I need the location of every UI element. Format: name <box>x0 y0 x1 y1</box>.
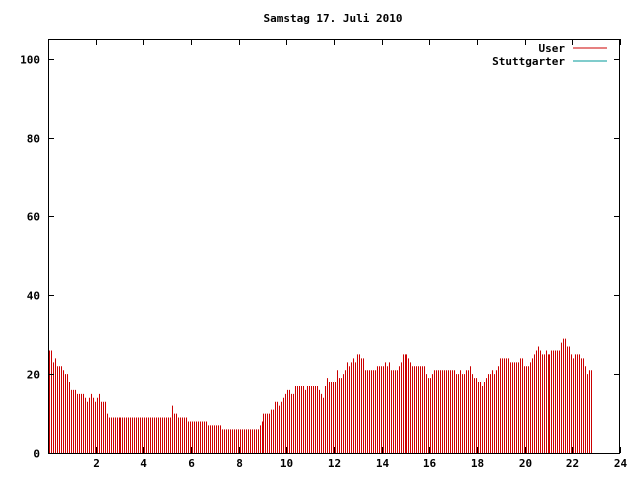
chart-title: Samstag 17. Juli 2010 <box>263 12 402 25</box>
x-tick-label: 14 <box>376 457 390 470</box>
x-tick-label: 12 <box>328 457 341 470</box>
x-tick-label: 20 <box>519 457 532 470</box>
y-tick-label: 60 <box>27 211 40 224</box>
y-tick-label: 40 <box>27 290 40 303</box>
y-axis-ticks: 0 20 40 60 80 100 <box>20 54 620 461</box>
x-tick-label: 24 <box>614 457 628 470</box>
y-tick-label: 100 <box>20 54 40 67</box>
y-tick-label: 20 <box>27 369 40 382</box>
x-tick-label: 22 <box>566 457 579 470</box>
x-tick-label: 4 <box>140 457 147 470</box>
legend-label-stuttgarter: Stuttgarter <box>492 55 565 68</box>
x-axis-ticks: 2 4 6 8 10 12 14 16 18 20 22 24 <box>93 39 627 470</box>
legend-label-user: User <box>539 42 566 55</box>
bars-group <box>49 338 592 453</box>
x-tick-label: 18 <box>471 457 484 470</box>
plot-border <box>48 39 620 454</box>
x-tick-label: 16 <box>423 457 437 470</box>
x-tick-label: 6 <box>188 457 195 470</box>
y-tick-label: 0 <box>33 448 40 461</box>
x-tick-label: 10 <box>280 457 293 470</box>
y-tick-label: 80 <box>27 133 40 146</box>
x-tick-label: 8 <box>236 457 243 470</box>
x-tick-label: 2 <box>93 457 100 470</box>
legend: User Stuttgarter <box>492 42 607 68</box>
